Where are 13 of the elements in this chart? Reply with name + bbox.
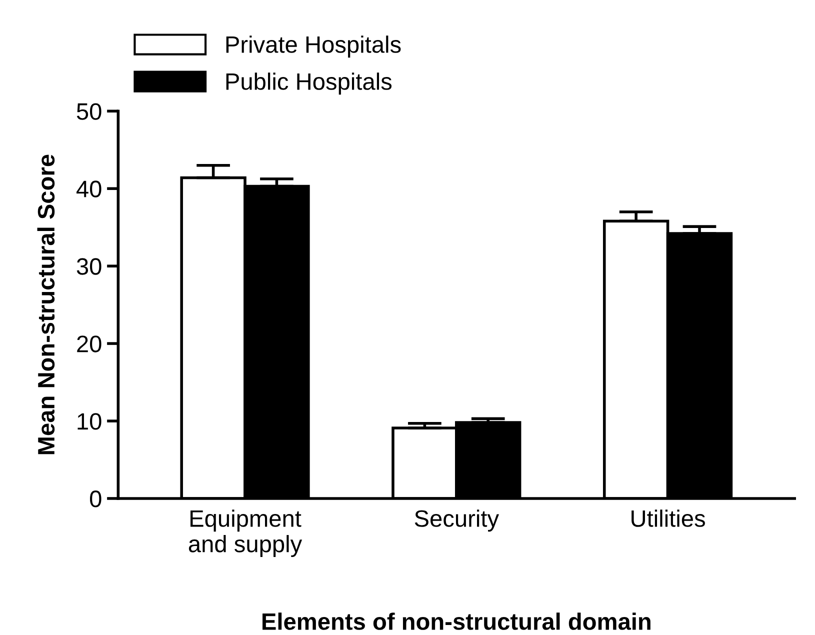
- y-tick-label: 50: [76, 103, 102, 120]
- x-axis-title: Elements of non-structural domain: [262, 612, 650, 630]
- y-tick-label: 0: [90, 490, 102, 508]
- y-tick-label: 30: [76, 258, 102, 275]
- x-tick-label: Utilities: [632, 510, 705, 527]
- y-tick-label: 10: [78, 413, 102, 430]
- y-tick-label: 20: [77, 336, 102, 352]
- y-axis-title: Mean Non-structural Score: [37, 154, 55, 454]
- legend-label: Public Hospitals: [226, 72, 392, 95]
- y-tick-label: 40: [76, 180, 102, 198]
- x-tick-label: Equipment and supply: [188, 510, 302, 558]
- x-tick-label: Security: [414, 510, 499, 532]
- legend-label: Private Hospitals: [226, 36, 401, 58]
